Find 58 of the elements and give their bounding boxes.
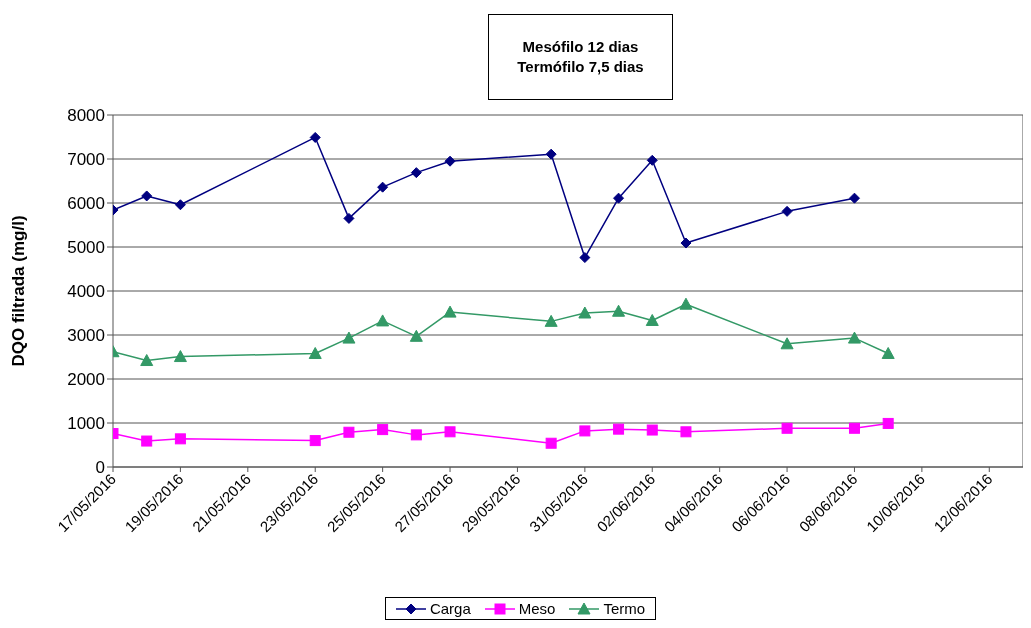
point [847,331,861,344]
point [309,131,321,143]
point [579,425,591,437]
point [848,192,860,204]
point [409,329,423,342]
point [444,426,456,438]
y-tick-label: 3000 [67,326,105,346]
point [173,350,187,363]
point [679,297,693,310]
y-tick-label: 7000 [67,150,105,170]
point [680,237,692,249]
point [545,437,557,449]
point [377,181,389,193]
point [410,167,422,179]
point [645,313,659,326]
point [848,422,860,434]
point [141,190,153,202]
point [343,212,355,224]
point [443,305,457,318]
point [781,205,793,217]
point [309,435,321,447]
y-tick-label: 2000 [67,370,105,390]
point [308,346,322,359]
y-axis-title: DQO filtrada (mg/l) [9,215,29,367]
point [578,306,592,319]
point [882,417,894,429]
point [174,199,186,211]
point [410,429,422,441]
point [140,354,154,367]
y-tick-label: 6000 [67,194,105,214]
point [613,192,625,204]
point [544,314,558,327]
point [545,148,557,160]
legend-label: Meso [518,600,556,617]
point [680,426,692,438]
y-tick-label: 0 [95,458,105,478]
point [613,423,625,435]
point [646,424,658,436]
point [141,435,153,447]
y-tick-label: 8000 [67,106,105,126]
point [376,314,390,327]
legend-label: Carga [429,600,471,617]
point [444,155,456,167]
point [780,337,794,350]
point [781,422,793,434]
point [612,304,626,317]
legend-label: Termo [603,600,646,617]
point [646,154,658,166]
point [343,426,355,438]
point [342,331,356,344]
y-tick-label: 1000 [67,414,105,434]
point [174,433,186,445]
point [881,346,895,359]
point [377,424,389,436]
y-tick-label: 5000 [67,238,105,258]
chart-title: Mesófilo 12 dias Termófilo 7,5 dias [517,37,644,77]
point [579,252,591,264]
y-tick-label: 4000 [67,282,105,302]
